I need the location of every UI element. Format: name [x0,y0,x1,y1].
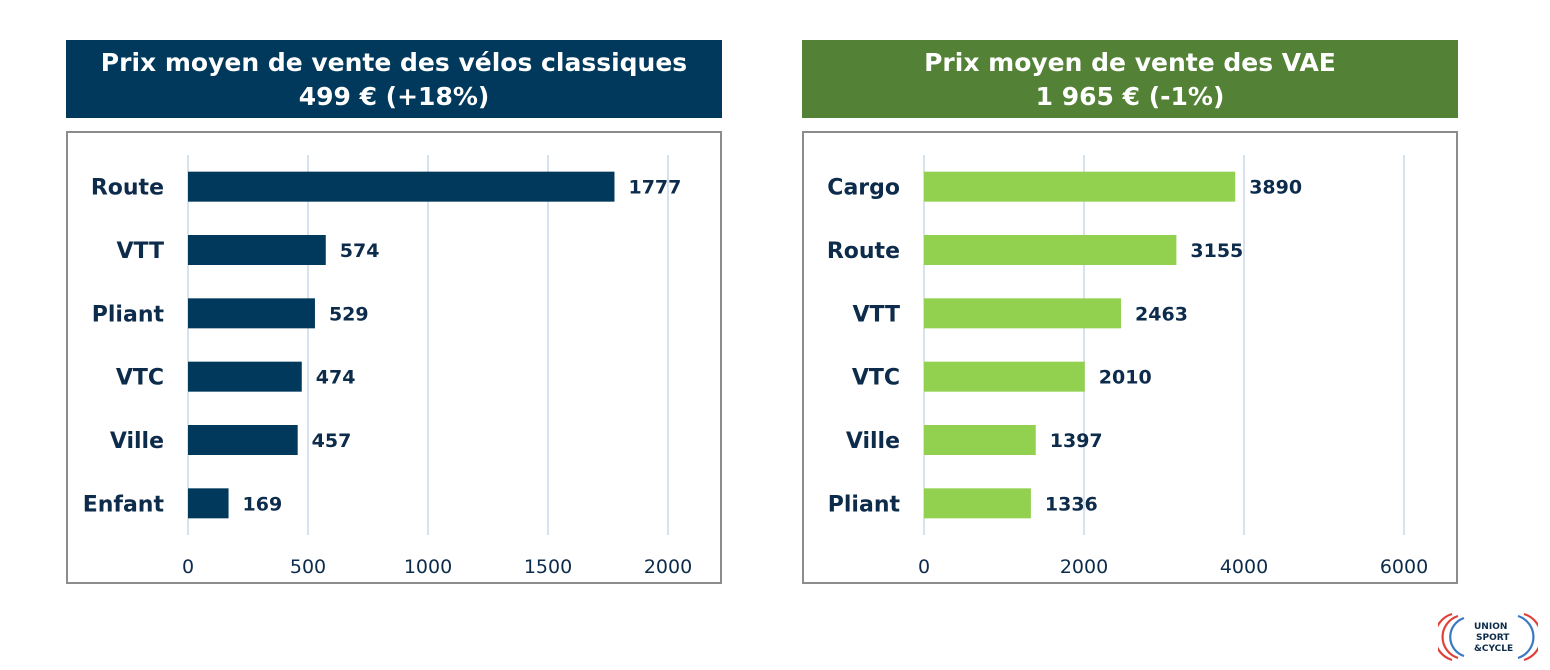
chart-right-category-label-cargo: Cargo [827,176,900,201]
chart-left-tick-label-3: 1500 [524,556,572,578]
right-chart-frame: 0 2000 4000 6000 Cargo 3890 Route 3155 VTT 2463 VT… [802,131,1458,584]
chart-left-bar-vtt [188,235,326,265]
chart-left-category-label-vtt: VTT [116,239,164,264]
chart-right-bar-route [924,235,1177,265]
left-bar-chart: 0 500 1000 1500 2000 Route 1777 VTT 574 Pliant 529… [83,155,692,578]
left-chart-frame: 0 500 1000 1500 2000 Route 1777 VTT 574 Pliant 529… [66,131,722,584]
chart-right-bar-vtt [924,298,1122,329]
chart-left-bar-vtc [188,361,302,392]
logo-arc-red-3 [1523,612,1538,662]
chart-right-tick-label-0: 0 [918,556,930,578]
chart-left-bar-ville [188,425,298,455]
chart-left-value-label-vtt: 574 [340,240,380,262]
logo-arc-blue-2 [1517,614,1535,660]
chart-left-value-label-ville: 457 [312,430,352,452]
logo-text-sport: SPORT [1476,633,1510,643]
chart-right-tick-label-3: 6000 [1380,556,1428,578]
logo-text-cycle: &CYCLE [1474,644,1513,654]
chart-right-tick-label-2: 4000 [1220,556,1268,578]
left-chart-subtitle: 499 € (+18%) [298,82,490,111]
chart-right-bar-pliant [924,488,1031,519]
chart-right-category-label-pliant: Pliant [828,492,901,517]
chart-left-tick-label-2: 1000 [404,556,452,578]
chart-right-value-label-cargo: 3890 [1249,177,1302,199]
chart-right-bar-cargo [924,171,1236,202]
chart-left-tick-label-4: 2000 [644,556,692,578]
chart-left-bar-route [188,171,615,202]
chart-right-value-label-pliant: 1336 [1045,493,1098,515]
left-chart-title: Prix moyen de vente des vélos classiques [100,48,688,77]
chart-right-category-label-ville: Ville [846,429,900,454]
chart-left-category-label-enfant: Enfant [83,492,165,517]
chart-right-value-label-vtc: 2010 [1099,367,1152,389]
right-chart-subtitle: 1 965 € (-1%) [1035,82,1225,111]
chart-right-category-label-route: Route [827,239,900,264]
chart-right-value-label-route: 3155 [1190,240,1243,262]
chart-left-value-label-enfant: 169 [243,493,283,515]
chart-left-category-label-vtc: VTC [116,366,164,391]
chart-left-category-label-ville: Ville [110,429,164,454]
chart-right-category-label-vtt: VTT [852,302,900,327]
logo-text-union: UNION [1474,622,1507,632]
right-chart-title: Prix moyen de vente des VAE [924,48,1336,77]
right-chart-title-banner: Prix moyen de vente des VAE 1 965 € (-1%… [802,40,1458,118]
right-bar-chart: 0 2000 4000 6000 Cargo 3890 Route 3155 VTT 2463 VT… [827,155,1428,578]
chart-left-category-label-route: Route [91,176,164,201]
right-panel: Prix moyen de vente des VAE 1 965 € (-1%… [802,40,1458,584]
chart-right-category-label-vtc: VTC [852,366,900,391]
chart-left-category-label-pliant: Pliant [92,302,165,327]
chart-right-value-label-vtt: 2463 [1135,303,1188,325]
logo-arc-red-1 [1438,612,1453,662]
chart-right-value-label-ville: 1397 [1050,430,1103,452]
left-panel: Prix moyen de vente des vélos classiques… [66,40,722,584]
chart-right-tick-label-1: 2000 [1060,556,1108,578]
chart-left-bar-pliant [188,298,315,329]
left-chart-title-banner: Prix moyen de vente des vélos classiques… [66,40,722,118]
chart-right-bar-vtc [924,361,1085,392]
chart-right-bar-ville [924,425,1036,455]
logo-arc-red-2 [1441,614,1459,660]
union-sport-cycle-logo: UNION SPORT &CYCLE [1438,612,1538,662]
chart-left-bar-enfant [188,488,229,519]
chart-left-tick-label-1: 500 [290,556,326,578]
logo-arc-blue-1 [1449,616,1465,658]
chart-left-tick-label-0: 0 [182,556,194,578]
chart-left-value-label-route: 1777 [628,177,681,199]
chart-left-value-label-vtc: 474 [316,367,356,389]
chart-left-value-label-pliant: 529 [329,303,369,325]
